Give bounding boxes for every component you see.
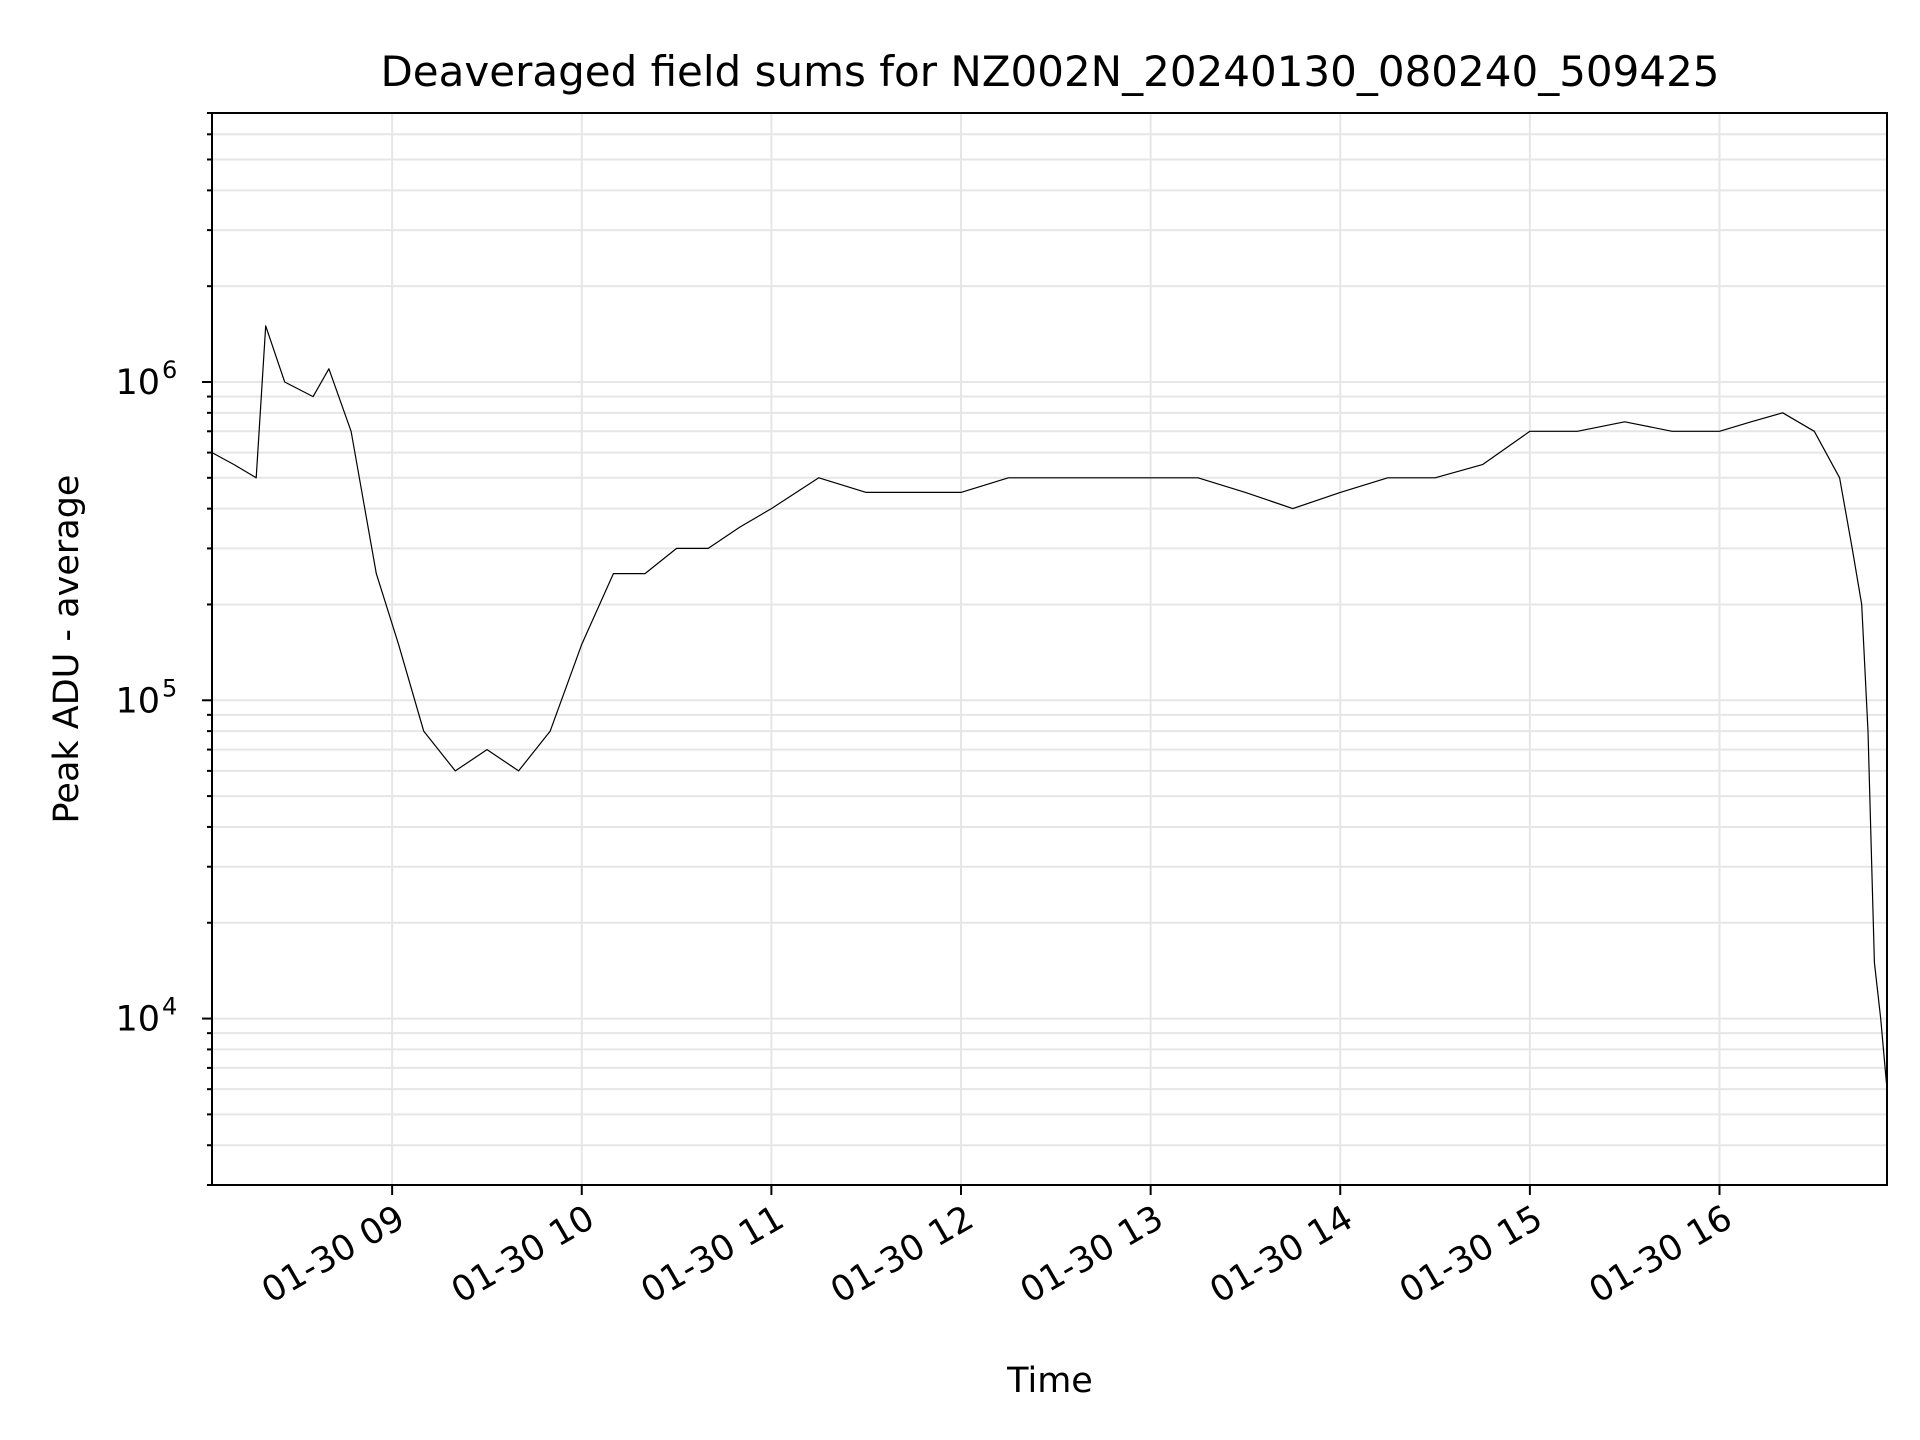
data-layer	[211, 325, 1888, 1090]
plot-frame	[211, 112, 1888, 1186]
y-tick-exponent: 6	[162, 356, 177, 384]
y-tick-label: 10	[115, 1000, 160, 1040]
y-tick-exponent: 5	[162, 674, 177, 702]
x-axis-label: Time	[1006, 1361, 1093, 1401]
series-line	[211, 325, 1888, 1090]
y-axis-label: Peak ADU - average	[47, 475, 87, 824]
y-tick-label: 10	[115, 681, 160, 721]
y-tick-exponent: 4	[162, 993, 177, 1021]
y-tick-label: 10	[115, 363, 160, 403]
chart-title: Deaveraged field sums for NZ002N_2024013…	[380, 47, 1719, 96]
